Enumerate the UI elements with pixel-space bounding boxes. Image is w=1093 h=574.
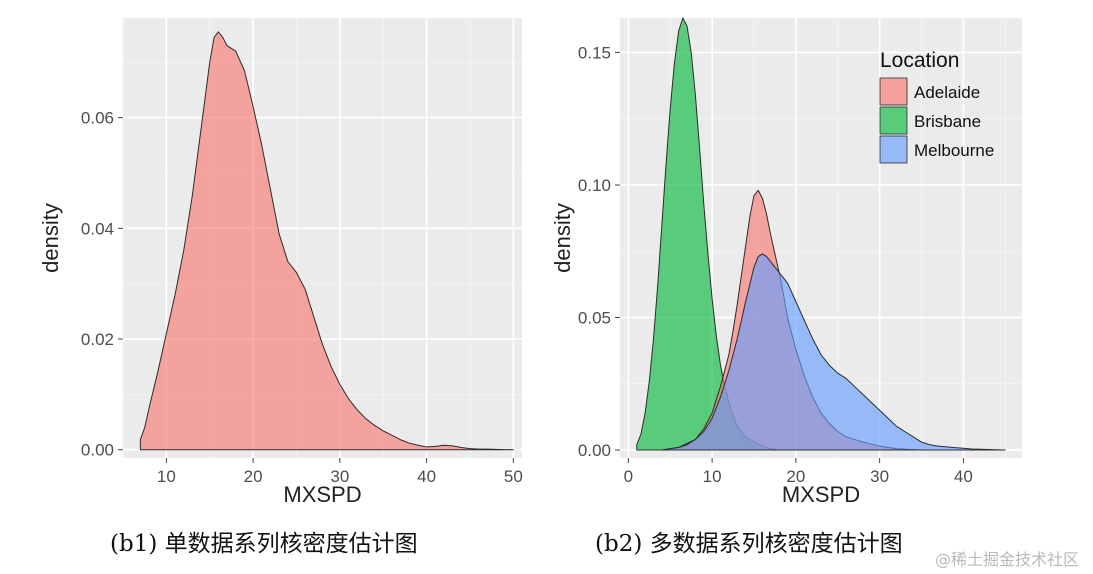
x-tick-label: 20 (244, 467, 263, 486)
x-tick-label: 20 (786, 467, 805, 486)
legend-label-adelaide: Adelaide (914, 83, 980, 102)
x-tick-label: 0 (624, 467, 633, 486)
legend: Location Adelaide Brisbane Melbourne (879, 49, 994, 164)
y-tick-label: 0.06 (81, 109, 114, 128)
y-axis-title: density (550, 203, 575, 273)
x-tick-label: 50 (504, 467, 523, 486)
density-area-single (139, 31, 514, 451)
caption-b1: (b1) 单数据系列核密度估计图 (110, 531, 418, 557)
x-tick-label: 10 (157, 467, 176, 486)
watermark: @稀土掘金技术社区 (934, 550, 1079, 569)
x-tick-label: 10 (703, 467, 722, 486)
y-tick-label: 0.00 (578, 441, 611, 460)
x-tick-label: 30 (330, 467, 349, 486)
legend-key-melbourne (879, 135, 908, 164)
density-area-melbourne (661, 253, 1006, 451)
legend-label-melbourne: Melbourne (914, 141, 994, 160)
x-tick-label: 30 (870, 467, 889, 486)
y-tick-label: 0.00 (81, 441, 114, 460)
legend-title: Location (880, 49, 959, 72)
legend-key-adelaide (879, 77, 908, 106)
legend-key-brisbane (879, 106, 908, 135)
x-tick-label: 40 (417, 467, 436, 486)
panel-b1-density-plot: 10 20 30 40 50 0.00 0.02 0.04 0.06 MXSPD density (38, 18, 523, 507)
y-tick-label: 0.15 (578, 43, 611, 62)
legend-label-brisbane: Brisbane (914, 112, 981, 131)
caption-b2: (b2) 多数据系列核密度估计图 (595, 531, 903, 557)
panel-b2-density-plot: 0 10 20 30 40 0.00 0.05 0.10 0.15 MXSPD density Loc… (550, 17, 1022, 507)
x-axis-title: MXSPD (283, 482, 361, 507)
x-axis-title: MXSPD (782, 482, 860, 507)
y-tick-label: 0.02 (81, 330, 114, 349)
y-tick-label: 0.10 (578, 176, 611, 195)
y-axis-title: density (38, 203, 63, 273)
x-tick-label: 40 (954, 467, 973, 486)
y-tick-label: 0.05 (578, 309, 611, 328)
y-tick-label: 0.04 (81, 219, 114, 238)
